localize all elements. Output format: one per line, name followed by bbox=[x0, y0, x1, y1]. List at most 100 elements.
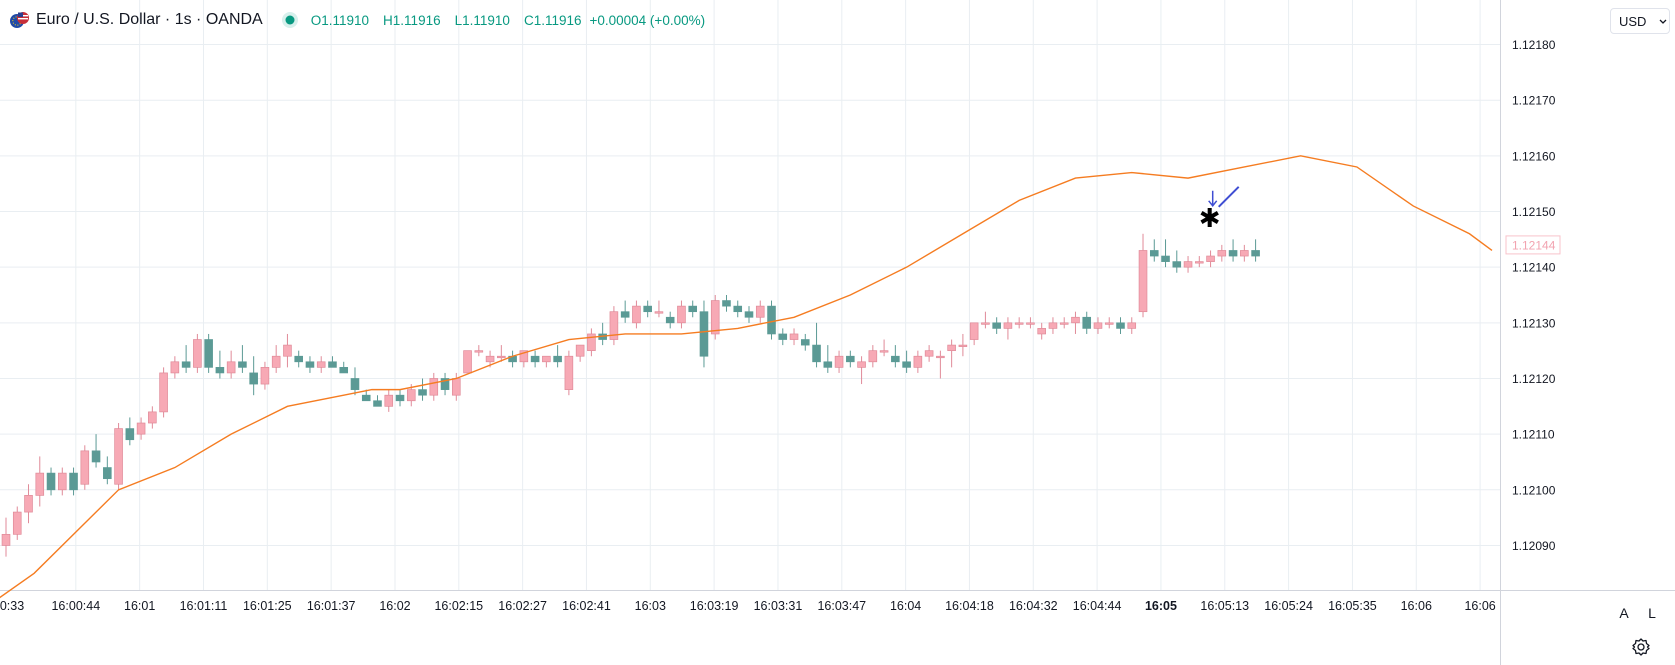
candle-body bbox=[1183, 261, 1193, 268]
candle-body bbox=[46, 472, 56, 491]
candle-body bbox=[1195, 261, 1204, 264]
candle-body bbox=[800, 339, 810, 346]
candle-body bbox=[620, 311, 630, 318]
ma-price-label: 1.12144 bbox=[1512, 238, 1556, 252]
time-tick-label: 16:00:44 bbox=[51, 599, 100, 613]
candle-body bbox=[1161, 255, 1170, 262]
time-tick-label: 16:04:44 bbox=[1073, 599, 1122, 613]
candle-body bbox=[271, 355, 281, 368]
candle-body bbox=[1059, 322, 1069, 325]
price-tick-label: 1.12140 bbox=[1512, 261, 1556, 275]
candle-body bbox=[688, 305, 698, 313]
candle-body bbox=[226, 361, 236, 374]
candle-body bbox=[373, 400, 382, 407]
candle-body bbox=[1206, 255, 1215, 262]
candle-body bbox=[474, 350, 484, 353]
candle-body bbox=[969, 322, 979, 340]
candle-body bbox=[91, 450, 101, 463]
candle-body bbox=[1217, 250, 1227, 257]
open-value: 1.11910 bbox=[321, 12, 370, 28]
candle-body bbox=[1228, 250, 1238, 257]
price-tick-label: 1.12150 bbox=[1512, 205, 1556, 219]
time-tick-label: 16:01:37 bbox=[307, 599, 356, 613]
candle-body bbox=[789, 333, 799, 340]
time-tick-label: 16:03:19 bbox=[690, 599, 739, 613]
chevron-down-icon bbox=[1659, 19, 1667, 24]
candle-body bbox=[519, 350, 529, 363]
candle-body bbox=[305, 361, 315, 368]
candle-body bbox=[1138, 250, 1148, 313]
candle-body bbox=[24, 495, 33, 513]
low-value: 1.11910 bbox=[462, 12, 510, 28]
high-value: 1.11916 bbox=[392, 12, 441, 28]
candle-body bbox=[1116, 322, 1125, 329]
moving-average-line bbox=[0, 155, 1493, 599]
candle-body bbox=[879, 350, 889, 353]
candle-body bbox=[1251, 250, 1260, 257]
candle-body bbox=[148, 411, 157, 424]
candle-body bbox=[1240, 250, 1249, 257]
candle-body bbox=[981, 322, 990, 325]
log-scale-button[interactable]: L bbox=[1648, 605, 1656, 621]
time-tick-label: 16:05:35 bbox=[1328, 599, 1377, 613]
candle-body bbox=[215, 367, 225, 374]
candle-body bbox=[204, 339, 213, 368]
candle-body bbox=[316, 361, 326, 368]
price-tick-label: 1.12090 bbox=[1512, 539, 1556, 553]
time-tick-label: 16:06 bbox=[1401, 599, 1432, 613]
candle-body bbox=[733, 305, 743, 313]
time-tick-label: 16:05:13 bbox=[1200, 599, 1249, 613]
candle-body bbox=[294, 355, 303, 363]
time-tick-label: 16:03:31 bbox=[754, 599, 803, 613]
price-tick-label: 1.12180 bbox=[1512, 38, 1556, 52]
candle-body bbox=[891, 355, 900, 363]
time-tick-label: 16:02 bbox=[379, 599, 410, 613]
candle-body bbox=[632, 305, 641, 324]
candle-body bbox=[418, 389, 427, 396]
candle-body bbox=[958, 344, 968, 347]
candle-body bbox=[181, 361, 191, 368]
time-tick-label: 16:03:47 bbox=[817, 599, 866, 613]
currency-button[interactable]: USD bbox=[1610, 8, 1670, 34]
candle-body bbox=[193, 339, 202, 368]
time-tick-label: 16:04:18 bbox=[945, 599, 994, 613]
candle-body bbox=[395, 394, 405, 402]
candle-body bbox=[1104, 322, 1114, 325]
change-value: +0.00004 (+0.00%) bbox=[589, 12, 706, 28]
time-tick-label: 16:02:41 bbox=[562, 599, 611, 613]
currency-label: USD bbox=[1619, 13, 1647, 29]
candle-body bbox=[778, 333, 788, 340]
candle-body bbox=[497, 355, 506, 359]
candle-body bbox=[361, 394, 371, 402]
candle-body bbox=[283, 344, 292, 357]
time-tick-label: 16:02:27 bbox=[498, 599, 547, 613]
high-label: H bbox=[383, 12, 393, 28]
candle-body bbox=[260, 367, 270, 385]
time-tick-label: 16:04 bbox=[890, 599, 921, 613]
candle-body bbox=[159, 372, 168, 413]
candle-body bbox=[812, 344, 821, 363]
candle-body bbox=[553, 355, 562, 363]
symbol-title[interactable]: Euro / U.S. Dollar · 1s · OANDA bbox=[36, 11, 263, 28]
star-marker-icon: ✱ bbox=[1199, 204, 1221, 234]
candle-body bbox=[429, 378, 439, 396]
time-tick-label: 16:01 bbox=[124, 599, 155, 613]
settings-gear-icon[interactable] bbox=[1630, 636, 1652, 658]
price-tick-label: 1.12110 bbox=[1512, 428, 1555, 442]
candle-body bbox=[1026, 322, 1035, 325]
candle-body bbox=[114, 428, 123, 485]
candle-body bbox=[575, 344, 585, 357]
candle-body bbox=[665, 316, 675, 324]
candle-body bbox=[238, 361, 247, 368]
auto-scale-button[interactable]: A bbox=[1619, 605, 1629, 621]
price-tick-label: 1.12100 bbox=[1512, 483, 1556, 497]
candle-body bbox=[328, 361, 337, 368]
candle-body bbox=[530, 355, 540, 363]
price-tick-label: 1.12160 bbox=[1512, 149, 1556, 163]
candle-body bbox=[936, 355, 945, 359]
low-label: L bbox=[454, 12, 463, 28]
live-status-dot-icon bbox=[281, 12, 298, 28]
time-tick-label: 16:01:11 bbox=[180, 599, 228, 613]
candle-body bbox=[767, 305, 776, 335]
